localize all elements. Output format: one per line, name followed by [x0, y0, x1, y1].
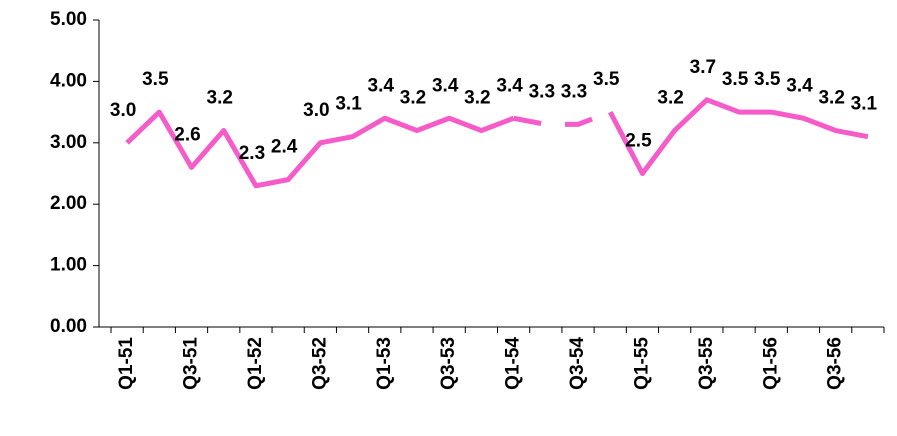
data-label: 3.0 [110, 100, 136, 121]
data-label: 3.2 [657, 88, 683, 109]
data-label: 3.2 [818, 88, 844, 109]
line-series [513, 109, 612, 127]
data-label: 3.4 [368, 75, 395, 96]
data-label: 3.4 [496, 75, 523, 96]
x-tick-label: Q3-54 [567, 337, 588, 390]
x-tick-label: Q1-51 [116, 337, 137, 390]
y-tick-label: 3.00 [50, 132, 87, 153]
x-tick-label: Q1-56 [760, 337, 781, 390]
data-label: 3.1 [335, 94, 362, 115]
data-label: 3.1 [851, 94, 878, 115]
line-series [125, 109, 515, 189]
x-tick-label: Q1-54 [503, 337, 524, 390]
data-label: 3.2 [400, 88, 426, 109]
data-label: 3.4 [432, 75, 459, 96]
x-tick-label: Q1-55 [631, 337, 652, 390]
data-label: 3.7 [690, 57, 716, 78]
data-label: 2.5 [625, 131, 652, 152]
data-label: 2.6 [174, 124, 200, 145]
x-tick-label: Q1-53 [374, 337, 395, 390]
y-tick-label: 1.00 [50, 255, 87, 276]
data-label: 3.5 [142, 69, 169, 90]
x-tick-label: Q3-56 [825, 337, 846, 390]
line-series [608, 97, 869, 176]
y-tick-label: 4.00 [50, 70, 87, 91]
x-tick-label: Q1-52 [245, 337, 266, 390]
data-label: 3.5 [722, 69, 749, 90]
x-tick-label: Q3-53 [438, 337, 459, 390]
data-label: 3.3 [561, 81, 587, 102]
x-tick-label: Q3-51 [181, 337, 202, 390]
data-label: 3.5 [593, 69, 620, 90]
data-label: 3.2 [207, 88, 233, 109]
data-label: 3.0 [303, 100, 329, 121]
data-label: 3.2 [464, 88, 490, 109]
x-tick-label: Q3-52 [309, 337, 330, 390]
y-tick-label: 0.00 [50, 316, 87, 337]
y-tick-label: 2.00 [50, 193, 87, 214]
x-tick-label: Q3-55 [696, 337, 717, 390]
data-label: 2.4 [271, 137, 298, 158]
y-tick-label: 5.00 [50, 9, 87, 30]
data-label: 2.3 [239, 143, 265, 164]
data-label: 3.5 [754, 69, 781, 90]
data-label: 3.4 [786, 75, 813, 96]
data-label: 3.3 [529, 81, 555, 102]
